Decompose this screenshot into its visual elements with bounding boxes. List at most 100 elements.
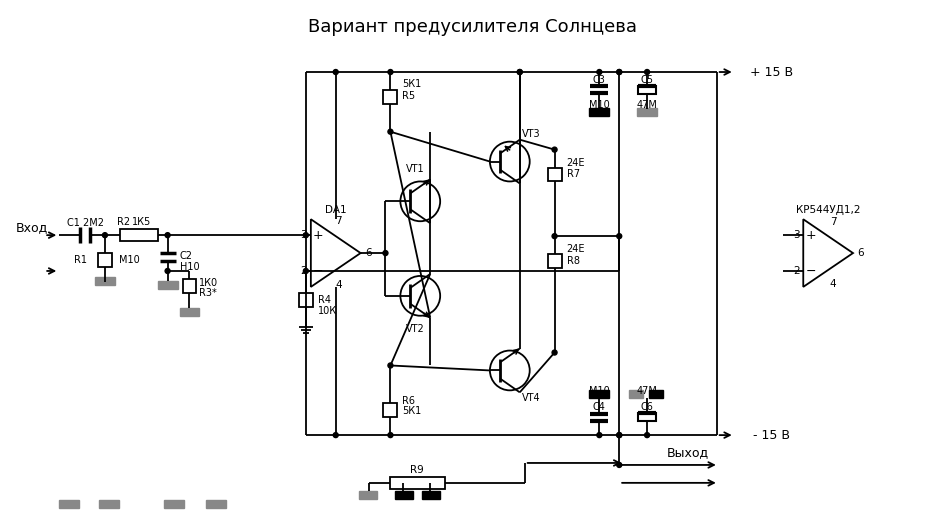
Text: C3: C3 <box>592 75 605 85</box>
Bar <box>99 500 119 508</box>
Text: 2: 2 <box>300 266 307 276</box>
Bar <box>637 86 655 94</box>
Bar <box>589 390 609 398</box>
Bar <box>629 390 643 398</box>
Text: 6: 6 <box>364 248 372 258</box>
Bar <box>163 500 183 508</box>
Circle shape <box>616 234 621 238</box>
Circle shape <box>388 70 393 74</box>
Circle shape <box>303 233 308 238</box>
Bar <box>589 108 609 116</box>
Bar <box>358 491 376 499</box>
Circle shape <box>516 70 522 74</box>
Bar <box>649 390 663 398</box>
Text: R2: R2 <box>117 217 130 227</box>
Text: 47М: 47М <box>636 387 657 396</box>
Text: VT2: VT2 <box>406 324 424 333</box>
Text: 1К0: 1К0 <box>199 278 218 288</box>
Circle shape <box>616 70 621 74</box>
Text: C2: C2 <box>179 251 193 261</box>
Text: 10К: 10К <box>317 306 337 316</box>
Text: R8: R8 <box>565 256 579 266</box>
Bar <box>390 477 445 489</box>
Text: 6: 6 <box>857 248 864 258</box>
Text: 7: 7 <box>335 216 342 226</box>
Text: КР544УД1,2: КР544УД1,2 <box>795 205 859 215</box>
Circle shape <box>616 433 621 438</box>
Text: + 15 В: + 15 В <box>750 65 792 79</box>
Text: 5К1: 5К1 <box>402 79 421 89</box>
Circle shape <box>102 233 108 238</box>
Circle shape <box>616 433 621 438</box>
Text: M10: M10 <box>119 255 140 265</box>
Circle shape <box>382 251 388 255</box>
Text: R6: R6 <box>402 396 415 406</box>
Circle shape <box>388 433 393 438</box>
Circle shape <box>644 433 649 438</box>
Text: C1 2M2: C1 2M2 <box>66 218 104 228</box>
Bar <box>179 308 199 316</box>
Bar <box>95 277 115 285</box>
Bar <box>120 229 158 241</box>
Bar <box>422 491 440 499</box>
Bar <box>206 500 226 508</box>
Circle shape <box>388 363 393 368</box>
Bar <box>547 167 561 182</box>
Circle shape <box>165 269 170 273</box>
Text: 4: 4 <box>829 279 835 289</box>
Circle shape <box>597 70 601 74</box>
Text: 47М: 47М <box>636 100 657 110</box>
Bar <box>298 293 312 307</box>
Text: 5К1: 5К1 <box>402 406 421 416</box>
Text: DA1: DA1 <box>325 205 346 215</box>
Text: C4: C4 <box>592 402 605 412</box>
Bar <box>383 403 397 417</box>
Text: 24Е: 24Е <box>565 244 584 254</box>
Text: +: + <box>312 229 323 242</box>
Text: C5: C5 <box>640 75 653 85</box>
Text: C6: C6 <box>640 402 653 412</box>
Text: R9: R9 <box>410 465 424 475</box>
Circle shape <box>551 147 556 152</box>
Text: R5: R5 <box>402 91 415 101</box>
Text: R4: R4 <box>317 295 330 305</box>
Text: R7: R7 <box>565 169 579 179</box>
Circle shape <box>616 463 621 467</box>
Bar <box>383 90 397 104</box>
Text: R1: R1 <box>74 255 87 265</box>
Text: М10: М10 <box>588 100 609 110</box>
Text: 3: 3 <box>300 230 307 240</box>
Text: VT3: VT3 <box>521 129 540 139</box>
Circle shape <box>165 233 170 238</box>
Text: H10: H10 <box>179 262 199 272</box>
Bar <box>395 491 413 499</box>
Text: Вход: Вход <box>16 221 48 234</box>
Text: VT1: VT1 <box>406 164 424 174</box>
Circle shape <box>516 70 522 74</box>
Text: - 15 В: - 15 В <box>752 429 789 442</box>
Circle shape <box>303 269 308 273</box>
Text: −: − <box>312 264 323 278</box>
Circle shape <box>597 433 601 438</box>
Bar <box>547 254 561 268</box>
Text: −: − <box>805 264 816 278</box>
Text: +: + <box>805 229 816 242</box>
Text: 2: 2 <box>792 266 799 276</box>
Bar <box>637 413 655 421</box>
Text: Вариант предусилителя Солнцева: Вариант предусилителя Солнцева <box>307 18 636 36</box>
Circle shape <box>551 234 556 238</box>
Bar <box>59 500 79 508</box>
Text: R3*: R3* <box>199 288 217 298</box>
Text: 3: 3 <box>792 230 799 240</box>
Circle shape <box>644 70 649 74</box>
Text: Выход: Выход <box>666 447 708 459</box>
Bar <box>98 253 111 267</box>
Circle shape <box>551 350 556 355</box>
Circle shape <box>333 70 338 74</box>
Text: М10: М10 <box>588 387 609 396</box>
Bar <box>182 279 196 293</box>
Circle shape <box>333 433 338 438</box>
Bar <box>158 281 177 289</box>
Circle shape <box>388 129 393 134</box>
Text: 7: 7 <box>829 217 835 227</box>
